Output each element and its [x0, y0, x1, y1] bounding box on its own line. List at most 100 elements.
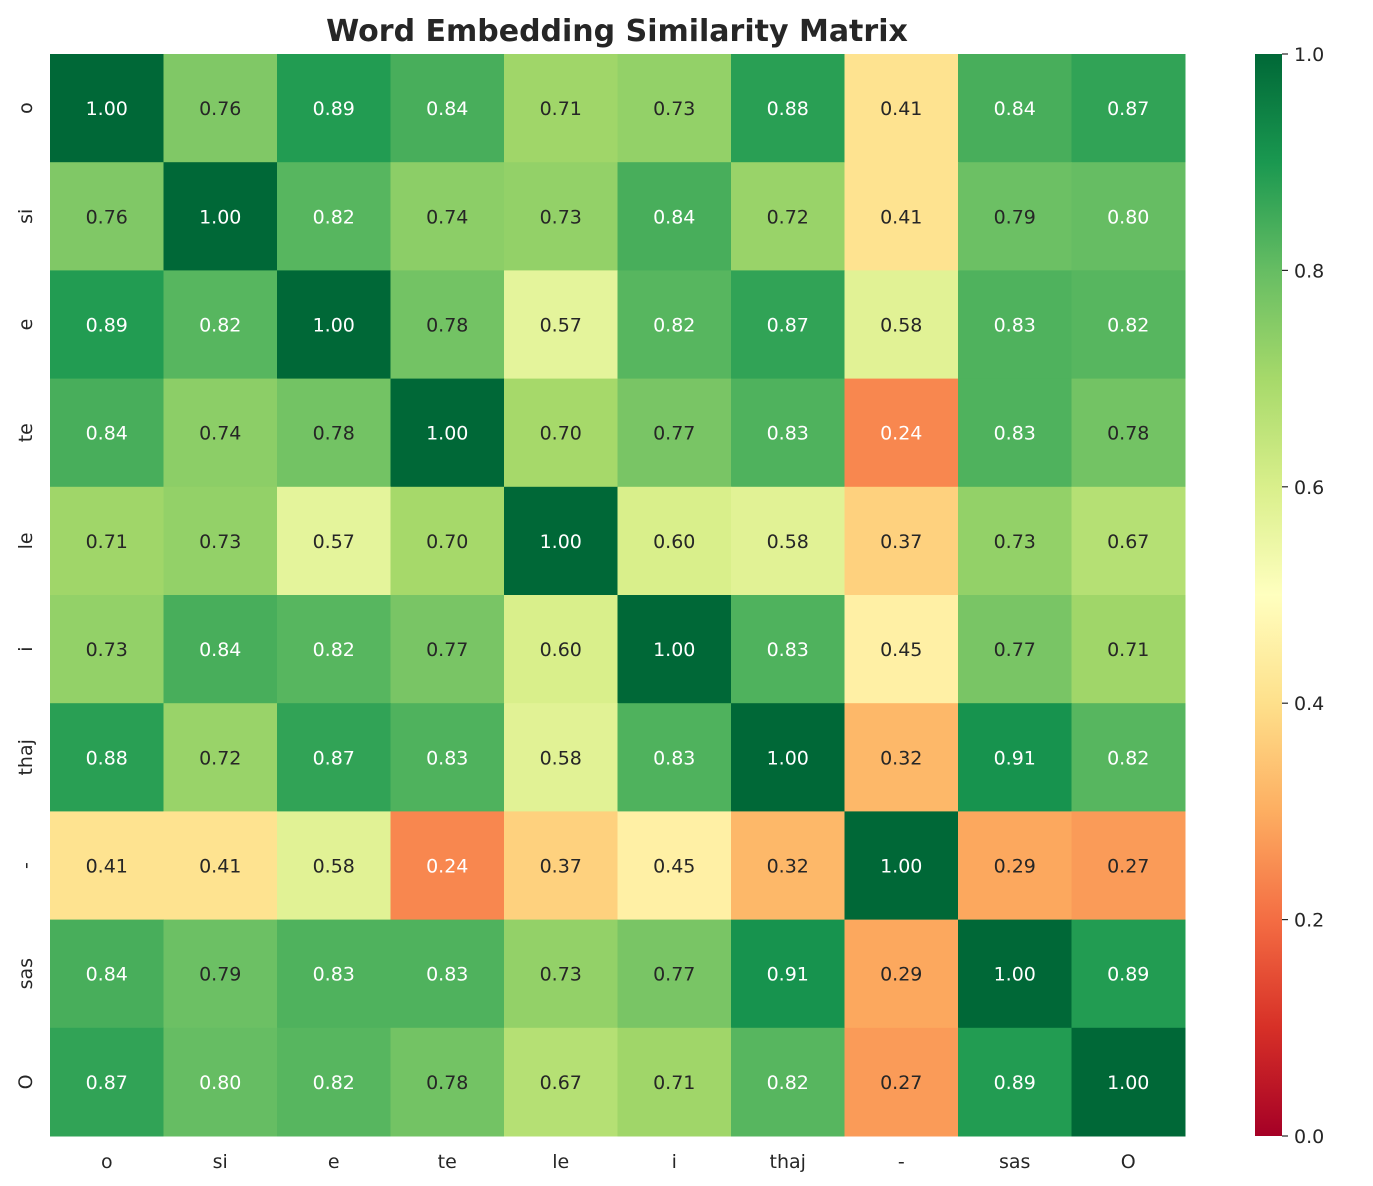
cell-value-label: 0.84	[426, 98, 468, 120]
cell-value-label: 0.71	[86, 531, 128, 553]
cell-value-label: 0.77	[653, 964, 695, 986]
cell-value-label: 0.89	[1107, 964, 1149, 986]
cell-value-label: 0.37	[880, 531, 922, 553]
colorbar-tick-label: 0.0	[1294, 1126, 1324, 1148]
cell-value-label: 0.84	[653, 206, 695, 228]
cell-value-label: 0.41	[86, 856, 128, 878]
cell-value-label: 1.00	[1107, 1072, 1149, 1094]
heatmap-cell	[50, 595, 164, 704]
x-tick-label: -	[898, 1151, 905, 1173]
heatmap-cell	[390, 1027, 505, 1137]
heatmap-cell	[163, 378, 278, 488]
heatmap-cell	[390, 703, 505, 812]
cell-value-label: 0.80	[199, 1072, 241, 1094]
cell-value-label: 0.82	[1107, 315, 1149, 337]
heatmap-cell	[731, 1027, 845, 1137]
cell-value-label: 0.76	[86, 206, 128, 228]
heatmap-cell	[844, 1027, 959, 1137]
cell-value-label: 0.79	[994, 206, 1036, 228]
y-tick-label: le	[15, 532, 37, 549]
heatmap-cell	[958, 378, 1072, 488]
cell-value-label: 1.00	[653, 639, 695, 661]
heatmap-cell	[504, 811, 618, 921]
cell-value-label: 0.88	[767, 98, 809, 120]
heatmap-cell	[504, 162, 618, 271]
cell-value-label: 0.82	[653, 315, 695, 337]
cell-value-label: 0.78	[1107, 423, 1149, 445]
heatmap-cell	[277, 162, 391, 271]
heatmap-cell	[163, 595, 278, 704]
heatmap-cell	[1071, 162, 1186, 271]
cell-value-label: 0.29	[880, 964, 922, 986]
y-tick-label: te	[15, 423, 37, 442]
heatmap-cell	[277, 595, 391, 704]
heatmap-cell	[390, 595, 505, 704]
cell-value-label: 0.87	[313, 747, 355, 769]
cell-value-label: 0.87	[767, 315, 809, 337]
cell-value-label: 0.82	[313, 206, 355, 228]
y-tick-label: thaj	[15, 739, 37, 775]
heatmap-cell	[390, 486, 505, 596]
cell-value-label: 0.24	[426, 856, 468, 878]
heatmap-cell	[163, 703, 278, 812]
heatmap-cell	[50, 811, 164, 921]
cell-value-label: 0.82	[767, 1072, 809, 1094]
cell-value-label: 0.89	[313, 98, 355, 120]
heatmap-cell	[504, 703, 618, 812]
cell-value-label: 1.00	[994, 964, 1036, 986]
cell-value-label: 1.00	[426, 423, 468, 445]
cell-value-label: 0.41	[199, 856, 241, 878]
heatmap-cell	[277, 811, 391, 921]
cell-value-label: 0.80	[1107, 206, 1149, 228]
heatmap-cell	[958, 595, 1072, 704]
cell-value-label: 0.77	[426, 639, 468, 661]
heatmap-cell	[504, 486, 618, 596]
y-tick-label: i	[15, 646, 37, 651]
cell-value-label: 0.29	[994, 856, 1036, 878]
heatmap-cell	[731, 595, 845, 704]
colorbar-tick-label: 0.8	[1294, 260, 1324, 282]
heatmap-cell	[844, 919, 959, 1029]
cell-value-label: 0.72	[199, 747, 241, 769]
cell-value-label: 0.24	[880, 423, 922, 445]
heatmap-cell	[390, 811, 505, 921]
heatmap-cell	[617, 703, 732, 812]
heatmap-cell	[504, 378, 618, 488]
cell-value-label: 0.83	[426, 964, 468, 986]
y-tick-label: si	[15, 209, 37, 224]
heatmap-cell	[163, 162, 278, 271]
heatmap-cell	[277, 919, 391, 1029]
cell-value-label: 0.60	[540, 639, 582, 661]
heatmap-cell	[277, 486, 391, 596]
heatmap-cell	[50, 486, 164, 596]
cell-value-label: 1.00	[540, 531, 582, 553]
heatmap-cells: 1.00 0.76 0.89 0.84 0.71 0.73 0.88 0.41 0.84 0.87…	[50, 54, 1186, 1137]
cell-value-label: 0.73	[86, 639, 128, 661]
x-tick-label: e	[328, 1151, 340, 1173]
cell-value-label: 0.91	[767, 964, 809, 986]
heatmap-cell	[844, 811, 959, 921]
heatmap-cell	[731, 162, 845, 271]
y-tick-label: sas	[15, 958, 37, 989]
cell-value-label: 0.41	[880, 98, 922, 120]
heatmap-cell	[390, 378, 505, 488]
heatmap-cell	[731, 703, 845, 812]
colorbar-tick-label: 1.0	[1294, 44, 1324, 66]
cell-value-label: 0.82	[199, 315, 241, 337]
cell-value-label: 0.78	[313, 423, 355, 445]
cell-value-label: 0.73	[199, 531, 241, 553]
cell-value-label: 0.83	[426, 747, 468, 769]
heatmap-cell	[1071, 1027, 1186, 1137]
x-tick-labels: o si e te le i thaj - sas O	[101, 1151, 1136, 1173]
heatmap-cell	[163, 811, 278, 921]
cell-value-label: 0.57	[540, 315, 582, 337]
cell-value-label: 0.32	[767, 856, 809, 878]
cell-value-label: 0.58	[880, 315, 922, 337]
cell-value-label: 0.27	[880, 1072, 922, 1094]
cell-value-label: 0.67	[540, 1072, 582, 1094]
heatmap-cell	[50, 378, 164, 488]
heatmap-cell	[277, 378, 391, 488]
y-tick-labels: o si e te le i thaj - sas O	[15, 102, 37, 1089]
cell-value-label: 0.83	[767, 639, 809, 661]
